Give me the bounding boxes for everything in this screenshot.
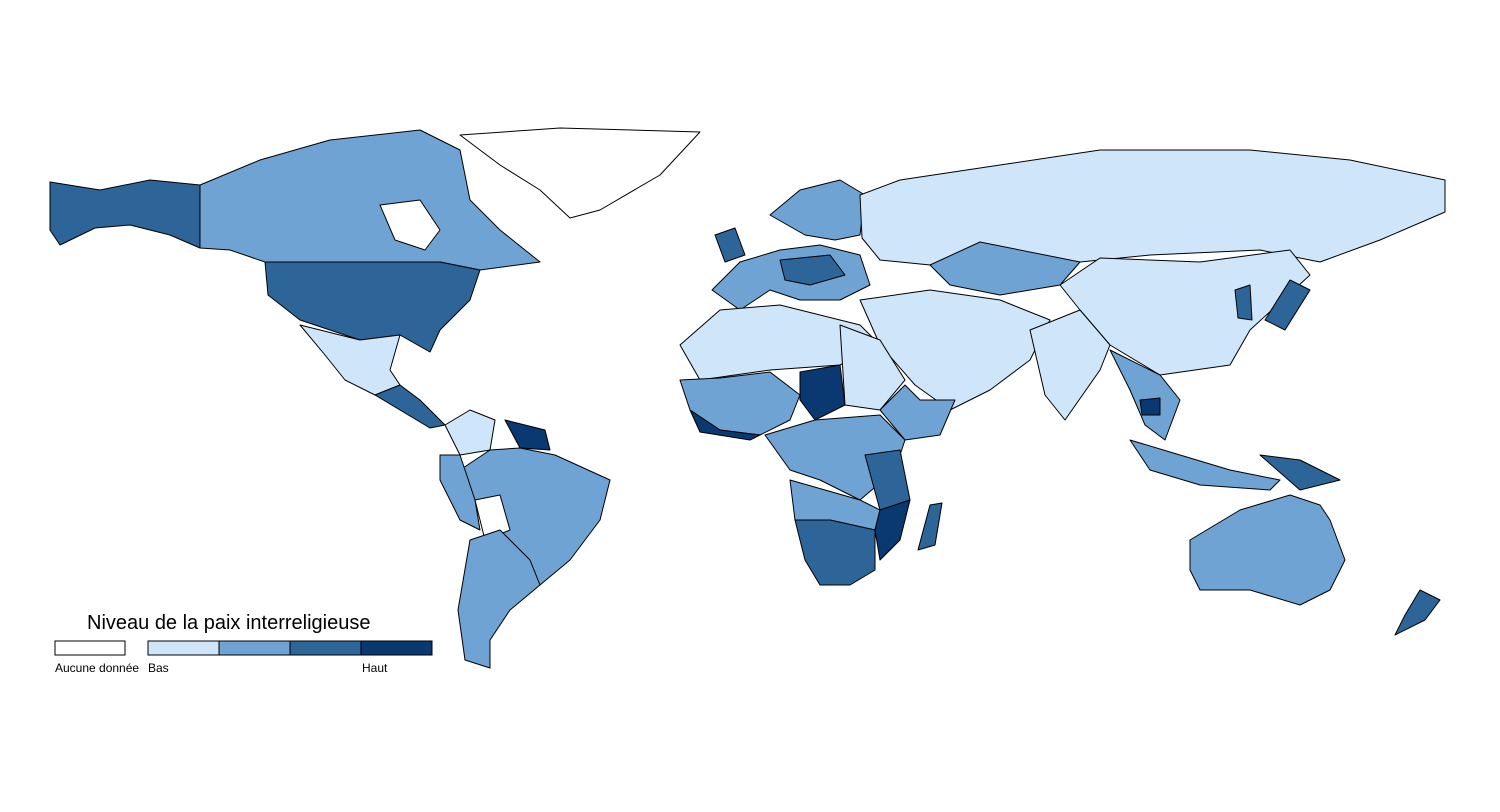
indonesia [1129,439,1281,491]
legend-low-label: Bas [148,661,169,675]
peru [439,454,481,531]
alaska [49,179,201,249]
legend-swatch [360,640,433,656]
legend-high-label: Haut [362,661,388,675]
scandinavia [769,179,866,241]
legend-title: Niveau de la paix interreligieuse [87,612,371,634]
middle-east [859,289,1051,411]
canada [199,129,541,271]
greenland [459,127,701,219]
madagascar [917,502,943,551]
legend-swatch [289,640,362,656]
legend-swatch-no-data [54,640,126,656]
cambodia [1139,397,1161,416]
sudan-egypt [839,324,906,411]
japan [1264,279,1311,331]
legend-no-data-label: Aucune donnée [55,661,139,675]
southern-africa [794,519,876,586]
east-africa [864,449,911,511]
countries [49,127,1446,669]
russia [859,149,1446,266]
southeast-asia [1109,349,1181,441]
uk [714,227,746,263]
colombia [444,409,496,456]
usa [264,261,481,353]
legend-swatch [147,640,220,656]
new-zealand [1394,589,1441,636]
korea [1234,284,1253,321]
mozambique [874,499,911,561]
chad [799,364,846,421]
bolivia [474,494,511,541]
central-america [374,384,446,429]
legend-swatch [218,640,291,656]
papua [1259,454,1341,491]
hudson-bay [379,199,441,251]
australia [1189,494,1346,606]
central-europe [779,254,846,286]
legend: Niveau de la paix interreligieuse Aucune… [54,612,433,675]
gulf-of-guinea [689,409,761,441]
india [1029,309,1111,421]
guianas [504,419,551,451]
argentina-chile [457,529,541,669]
